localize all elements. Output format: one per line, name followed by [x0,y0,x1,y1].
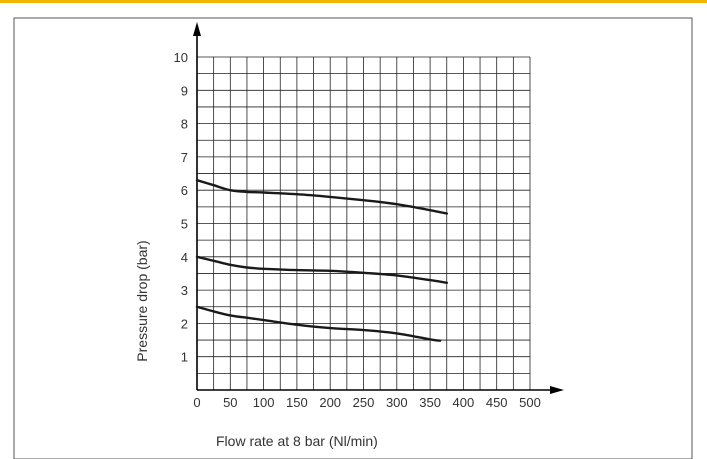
chart-frame [13,17,693,459]
y-axis-arrow-icon [193,22,201,36]
x-axis-label: Flow rate at 8 bar (Nl/min) [216,433,378,449]
x-tick-labels: 0 50 100 150 200 250 300 350 400 450 500 [193,395,540,410]
y-tick-label: 2 [181,316,188,331]
x-tick-label: 400 [453,395,475,410]
series-line-2 [195,255,448,284]
x-tick-label: 100 [253,395,275,410]
y-tick-label: 4 [181,250,188,265]
y-axis-label: Pressure drop (bar) [134,240,150,361]
grid [197,56,531,390]
x-tick-label: 450 [486,395,508,410]
series [195,179,448,342]
y-tick-label: 3 [181,283,188,298]
x-tick-label: 300 [386,395,408,410]
x-tick-label: 50 [223,395,237,410]
x-tick-label: 250 [353,395,375,410]
x-axis-arrow-icon [550,386,564,394]
y-tick-label: 6 [181,183,188,198]
y-tick-label: 5 [181,217,188,232]
axes [193,22,564,394]
y-tick-labels: 1 2 3 4 5 6 7 8 9 10 [174,50,188,365]
y-tick-label: 9 [181,83,188,98]
x-tick-label: 0 [193,395,200,410]
y-tick-label: 8 [181,117,188,132]
series-line-1 [195,179,448,215]
y-tick-label: 1 [181,350,188,365]
x-tick-label: 200 [319,395,341,410]
x-tick-label: 500 [519,395,541,410]
y-tick-label: 7 [181,150,188,165]
x-tick-label: 350 [419,395,441,410]
series-line-3 [195,305,442,342]
y-tick-label: 10 [174,50,188,65]
x-tick-label: 150 [286,395,308,410]
